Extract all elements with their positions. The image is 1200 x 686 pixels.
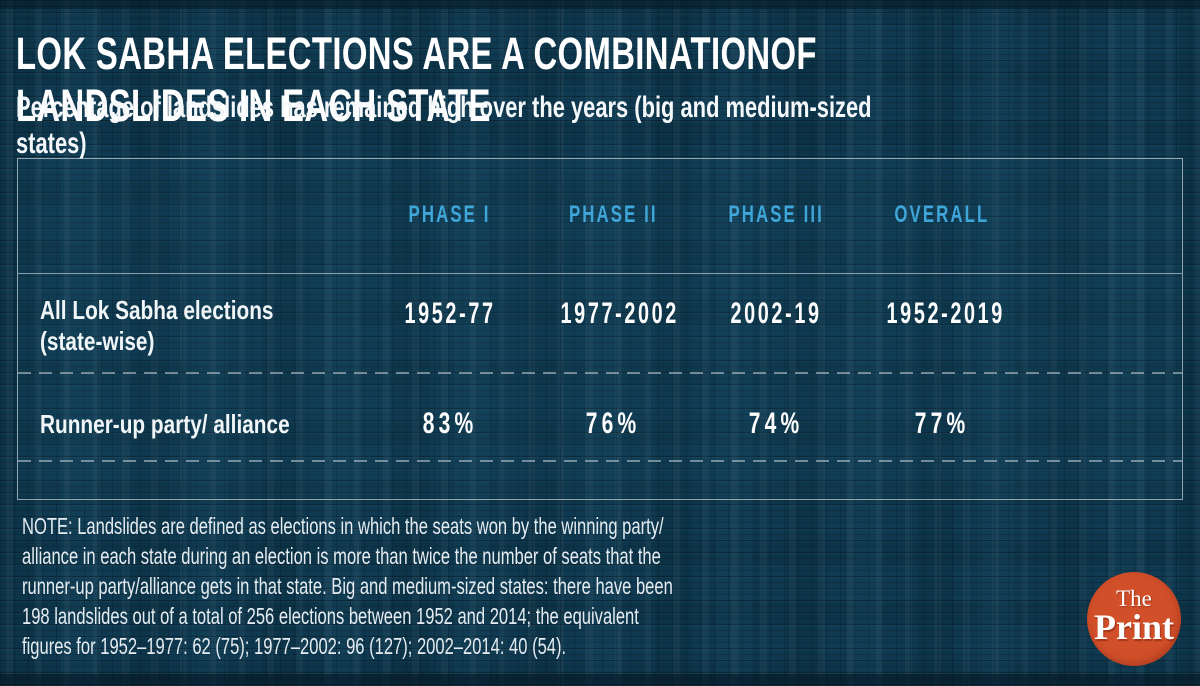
column-header-phase-1: PHASE I <box>409 201 491 228</box>
theprint-logo-the: The <box>1116 586 1152 611</box>
data-table: PHASE I PHASE II PHASE III OVERALL All L… <box>17 158 1183 500</box>
table-header-row: PHASE I PHASE II PHASE III OVERALL <box>18 159 1182 273</box>
footnote: NOTE: Landslides are defined as election… <box>22 511 673 661</box>
row-divider-dashed-1 <box>18 372 1182 374</box>
cell-runner-up-phase-2: 76% <box>585 407 641 440</box>
row-label-elections: All Lok Sabha elections (state-wise) <box>18 295 370 357</box>
header-divider-line <box>18 273 1182 274</box>
cell-elections-phase-2: 1977-2002 <box>560 296 679 330</box>
row-label-line-1: All Lok Sabha elections <box>40 294 274 325</box>
cell-elections-phase-1: 1952-77 <box>404 296 496 330</box>
table-row-runner-up: Runner-up party/ alliance 83% 76% 74% 77… <box>18 372 1182 460</box>
row-label-line-2: (state-wise) <box>40 325 155 356</box>
cell-runner-up-phase-1: 83% <box>422 407 478 440</box>
table-row-elections: All Lok Sabha elections (state-wise) 1952… <box>18 273 1182 372</box>
row-label-line-1: Runner-up party/ alliance <box>40 408 290 439</box>
cell-runner-up-overall: 77% <box>914 407 970 440</box>
column-header-phase-2: PHASE II <box>568 201 658 228</box>
page-title: LOK SABHA ELECTIONS ARE A COMBINATIONOF … <box>16 28 817 131</box>
footnote-line-4: 198 landslides out of a total of 256 ele… <box>22 603 639 629</box>
theprint-logo: The Print <box>1087 572 1181 666</box>
footnote-line-3: runner-up party/alliance gets in that st… <box>22 573 673 599</box>
cell-elections-overall: 1952-2019 <box>886 296 1005 330</box>
footnote-line-5: figures for 1952–1977: 62 (75); 1977–200… <box>22 633 567 659</box>
cell-elections-phase-3: 2002-19 <box>730 296 822 330</box>
row-divider-dashed-2 <box>18 460 1182 462</box>
column-header-phase-3: PHASE III <box>728 201 824 228</box>
cell-runner-up-phase-3: 74% <box>748 407 804 440</box>
row-label-runner-up: Runner-up party/ alliance <box>18 409 370 440</box>
footnote-line-2: alliance in each state during an electio… <box>22 543 661 569</box>
theprint-logo-print: Print <box>1094 607 1174 647</box>
column-header-overall: OVERALL <box>894 201 990 228</box>
page-subtitle: Percentage of landslides has remained hi… <box>16 91 872 160</box>
footnote-line-1: NOTE: Landslides are defined as election… <box>22 513 664 539</box>
